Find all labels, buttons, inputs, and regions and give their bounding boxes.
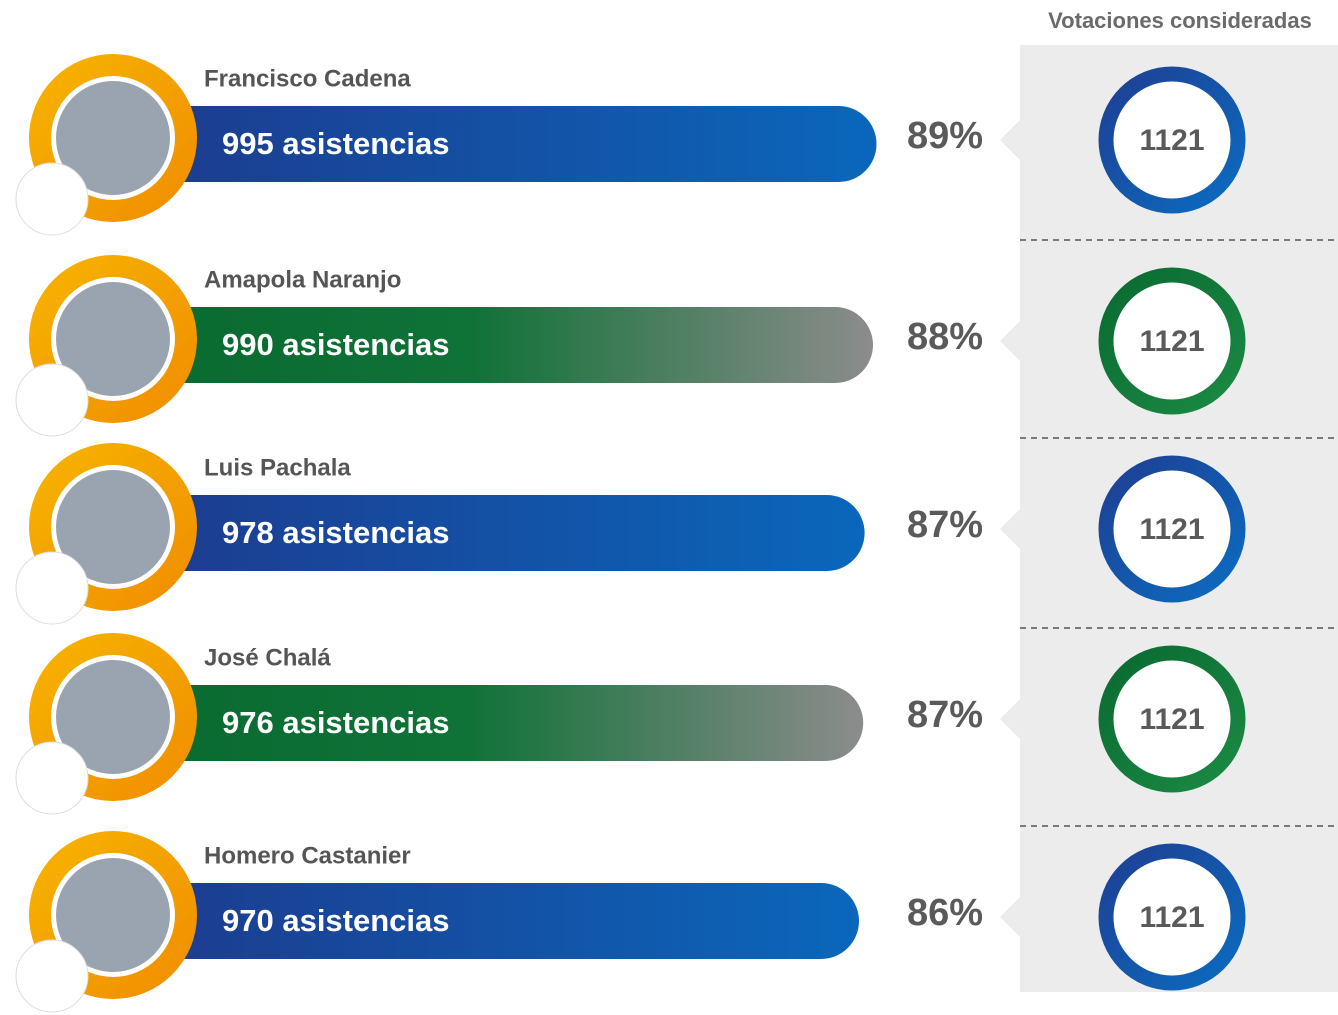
photo (56, 470, 170, 584)
votes: 1121 (1139, 901, 1204, 934)
votes: 1121 (1139, 325, 1204, 358)
attendance-label: 995 asistencias (222, 126, 450, 161)
photo (56, 858, 170, 972)
panel-title: Votaciones consideradas (1048, 8, 1312, 33)
votes-ring (1098, 645, 1246, 793)
votes-ring (1098, 66, 1246, 214)
pointer (1000, 509, 1020, 549)
attendance-label: 970 asistencias (222, 903, 450, 938)
votes: 1121 (1139, 124, 1204, 157)
photo (56, 282, 170, 396)
pointer (1000, 120, 1020, 160)
attendance-label: 990 asistencias (222, 327, 450, 362)
photo (56, 81, 170, 195)
votes: 1121 (1139, 513, 1204, 546)
party-logo (15, 162, 89, 236)
pointer (1000, 699, 1020, 739)
pointer (1000, 321, 1020, 361)
votes-ring (1098, 843, 1246, 991)
attendance-bar (140, 495, 865, 571)
candidate-name: Homero Castanier (204, 842, 411, 869)
candidate-name: Amapola Naranjo (204, 266, 401, 293)
party-logo (15, 939, 89, 1013)
party-logo (15, 551, 89, 625)
candidate-name: José Chalá (204, 644, 331, 671)
attendance-bar (140, 307, 873, 383)
party-logo (15, 363, 89, 437)
attendance-label: 978 asistencias (222, 515, 450, 550)
photo (56, 660, 170, 774)
percent: 89% (907, 115, 983, 157)
attendance-bar (140, 685, 864, 761)
percent: 86% (907, 892, 983, 934)
votes-ring (1098, 455, 1246, 603)
percent: 87% (907, 504, 983, 546)
party-logo (15, 741, 89, 815)
attendance-label: 976 asistencias (222, 705, 450, 740)
percent: 88% (907, 316, 983, 358)
votes: 1121 (1139, 703, 1204, 736)
pointer (1000, 897, 1020, 937)
percent: 87% (907, 694, 983, 736)
candidate-name: Luis Pachala (204, 454, 351, 481)
attendance-bar (140, 883, 859, 959)
votes-ring (1098, 267, 1246, 415)
candidate-name: Francisco Cadena (204, 65, 411, 92)
attendance-bar (140, 106, 877, 182)
